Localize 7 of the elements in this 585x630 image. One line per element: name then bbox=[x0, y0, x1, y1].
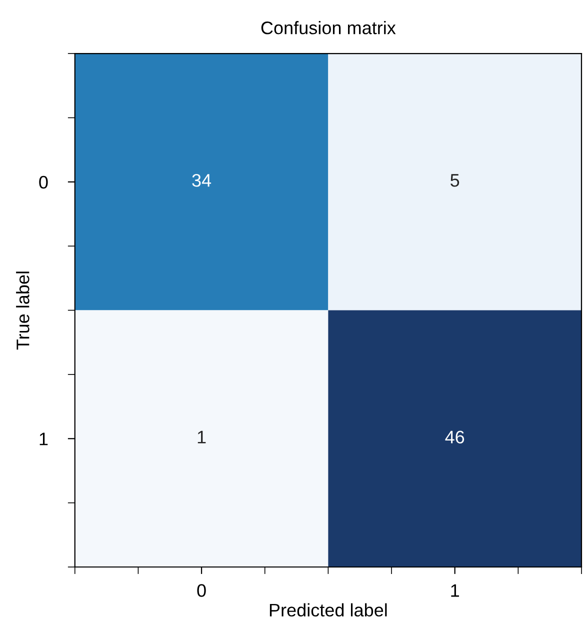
data-label: 46 bbox=[445, 430, 464, 444]
data-label: 34 bbox=[192, 174, 212, 187]
data-label: 1 bbox=[198, 430, 206, 444]
y-axis-title: True label bbox=[16, 272, 30, 350]
data-label: 5 bbox=[450, 174, 460, 187]
x-axis-title: Predicted label bbox=[270, 603, 387, 617]
chart-title: Confusion matrix bbox=[261, 21, 396, 34]
